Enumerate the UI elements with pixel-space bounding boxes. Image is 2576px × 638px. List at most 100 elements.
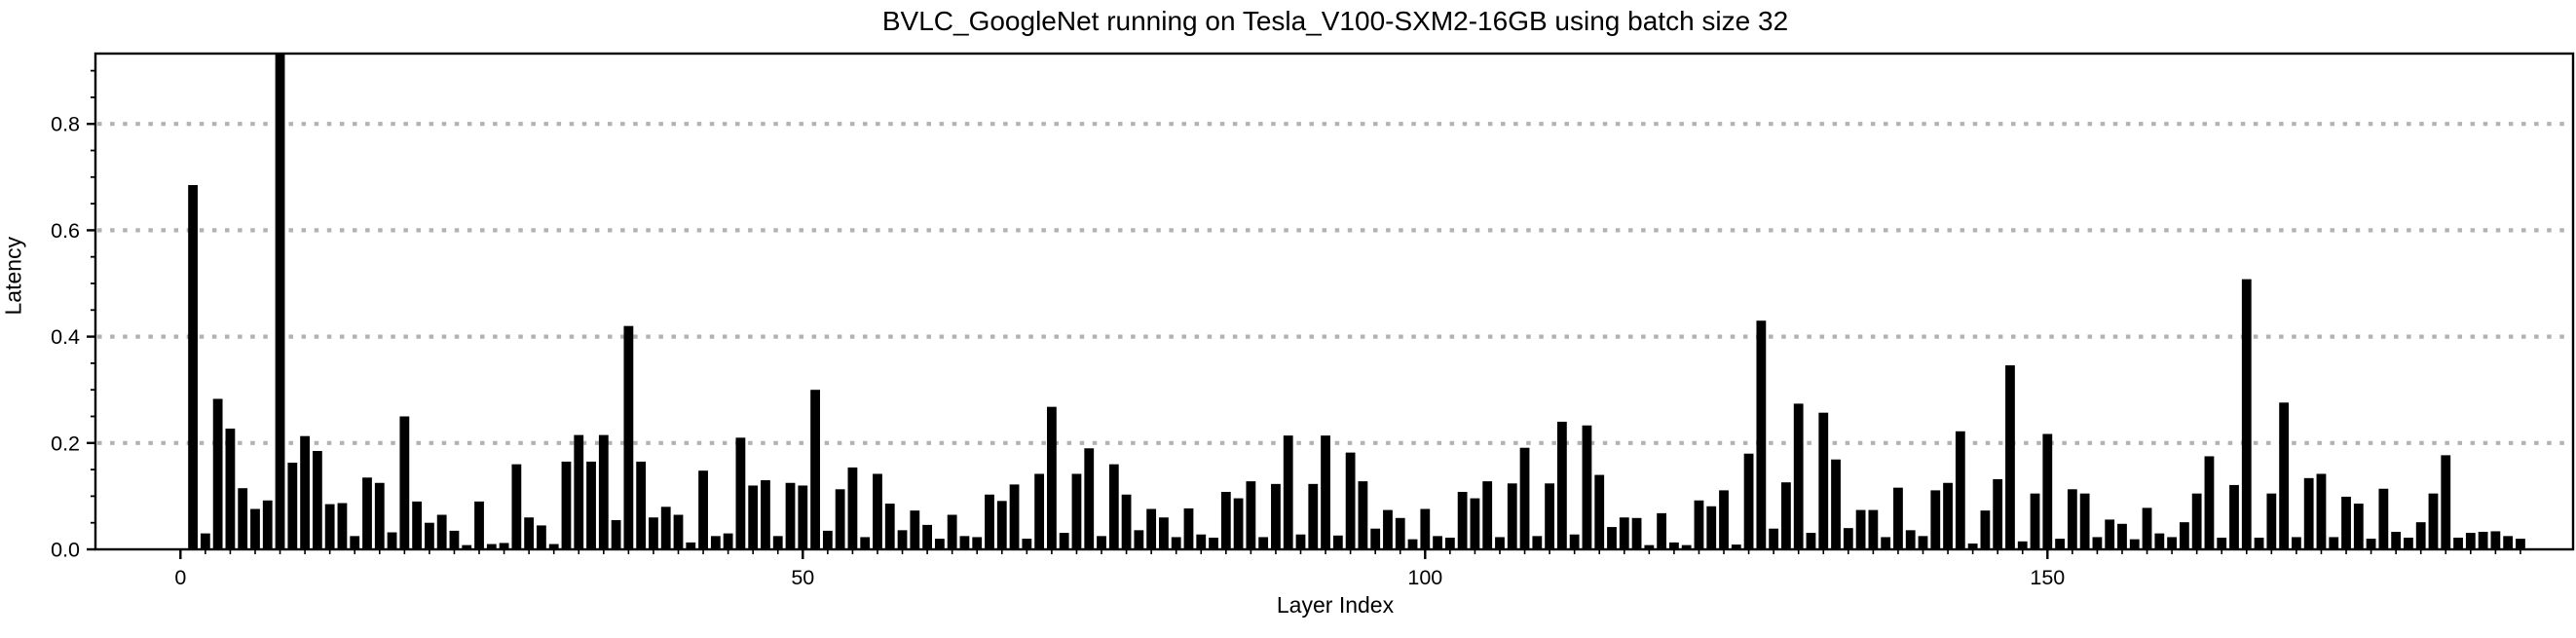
bar-layer-53 [835, 489, 845, 549]
bar-layer-61 [934, 539, 945, 549]
bar-layer-11 [312, 450, 322, 549]
bar-layer-156 [2117, 523, 2127, 549]
plot-spines [93, 52, 2575, 551]
bar-layer-101 [1433, 536, 1442, 549]
bar-layer-55 [860, 537, 871, 549]
bar-layer-43 [710, 536, 721, 549]
y-tick-label-0.6: 0.6 [51, 219, 80, 243]
bar-layer-151 [2055, 539, 2065, 549]
bar-layer-110 [1545, 483, 1554, 549]
bar-layer-153 [2079, 493, 2090, 549]
bar-layer-107 [1507, 483, 1517, 549]
bar-layer-143 [1955, 431, 1965, 549]
bar-layer-54 [847, 467, 858, 549]
y-tick-label-0.8: 0.8 [51, 113, 80, 136]
bar-layer-160 [2167, 537, 2177, 549]
bar-layer-74 [1097, 536, 1106, 549]
bar-layer-147 [2005, 365, 2015, 549]
bar-layer-93 [1332, 535, 1343, 549]
bar-layer-98 [1395, 517, 1405, 549]
x-tick-label-50: 50 [791, 566, 814, 589]
bar-layer-144 [1967, 543, 1978, 549]
bar-layer-113 [1582, 425, 1592, 549]
bar-layer-188 [2516, 539, 2525, 549]
x-tick-label-150: 150 [2030, 566, 2065, 589]
bar-layer-135 [1855, 509, 1866, 549]
bar-layer-123 [1706, 506, 1717, 549]
bar-layer-173 [2329, 537, 2339, 549]
bar-layer-75 [1108, 464, 1119, 549]
bar-layer-121 [1681, 544, 1692, 549]
bar-layer-102 [1444, 537, 1455, 549]
bars-group [188, 54, 2525, 549]
bar-layer-152 [2067, 489, 2077, 549]
bar-layer-52 [822, 530, 833, 549]
bar-layer-163 [2204, 456, 2215, 549]
x-axis-label: Layer Index [1276, 592, 1395, 618]
bar-layer-115 [1607, 527, 1617, 549]
bar-layer-104 [1470, 498, 1480, 549]
bar-layer-25 [486, 544, 497, 549]
y-tick-label-0.4: 0.4 [51, 325, 80, 349]
bar-layer-84 [1220, 492, 1231, 549]
bar-layer-28 [524, 517, 535, 549]
bar-layer-114 [1594, 474, 1605, 549]
bar-layer-73 [1084, 448, 1095, 549]
bar-layer-124 [1719, 490, 1729, 549]
bar-layer-82 [1196, 534, 1207, 549]
bar-layer-172 [2316, 473, 2327, 549]
bar-layer-175 [2353, 504, 2364, 549]
bar-layer-41 [686, 542, 696, 549]
bar-layer-185 [2478, 531, 2488, 549]
bar-layer-57 [884, 504, 895, 549]
bar-layer-169 [2279, 402, 2290, 549]
bar-layer-132 [1818, 412, 1829, 549]
bar-layer-165 [2229, 484, 2239, 549]
bar-layer-60 [922, 524, 932, 549]
bar-layer-145 [1980, 510, 1991, 549]
bar-layer-183 [2453, 537, 2463, 549]
bar-layer-155 [2105, 519, 2115, 549]
bar-layer-127 [1756, 320, 1767, 549]
bar-layer-137 [1881, 537, 1891, 549]
bar-layer-158 [2142, 507, 2152, 549]
bar-layer-99 [1407, 539, 1418, 549]
bar-layer-97 [1383, 509, 1393, 549]
bar-layer-36 [623, 325, 634, 549]
bar-layer-108 [1519, 447, 1530, 549]
bar-layer-92 [1321, 435, 1330, 549]
bar-layer-178 [2391, 531, 2402, 549]
bar-layer-105 [1482, 481, 1493, 549]
bar-layer-109 [1532, 536, 1543, 549]
bar-layer-77 [1134, 530, 1144, 549]
bar-layer-111 [1556, 421, 1567, 549]
bar-layer-38 [649, 517, 658, 549]
bar-layer-5 [238, 488, 248, 549]
bar-layer-166 [2241, 279, 2252, 549]
bar-layer-72 [1071, 473, 1082, 549]
bar-layer-128 [1769, 528, 1779, 549]
bar-layer-31 [561, 461, 572, 549]
bar-layer-65 [985, 494, 994, 549]
bar-layer-34 [598, 434, 609, 549]
bar-layer-94 [1345, 452, 1356, 549]
bar-layer-20 [425, 522, 434, 549]
bar-layer-44 [723, 533, 733, 549]
bar-layer-176 [2366, 539, 2376, 549]
bar-layer-47 [761, 480, 770, 549]
bar-layer-95 [1358, 481, 1368, 549]
bar-layer-18 [399, 416, 410, 549]
bar-layer-81 [1183, 507, 1194, 549]
bar-layer-27 [511, 464, 522, 549]
bar-layer-68 [1022, 539, 1032, 549]
bar-layer-63 [959, 536, 970, 549]
bar-layer-49 [785, 482, 796, 549]
bar-layer-21 [436, 514, 447, 549]
bar-layer-136 [1868, 509, 1879, 549]
bar-layer-146 [1993, 478, 2003, 549]
bar-layer-2 [200, 533, 210, 549]
bar-layer-157 [2129, 539, 2140, 549]
bar-layer-4 [225, 429, 236, 549]
bar-layer-9 [287, 463, 298, 549]
bar-layer-96 [1370, 528, 1381, 549]
